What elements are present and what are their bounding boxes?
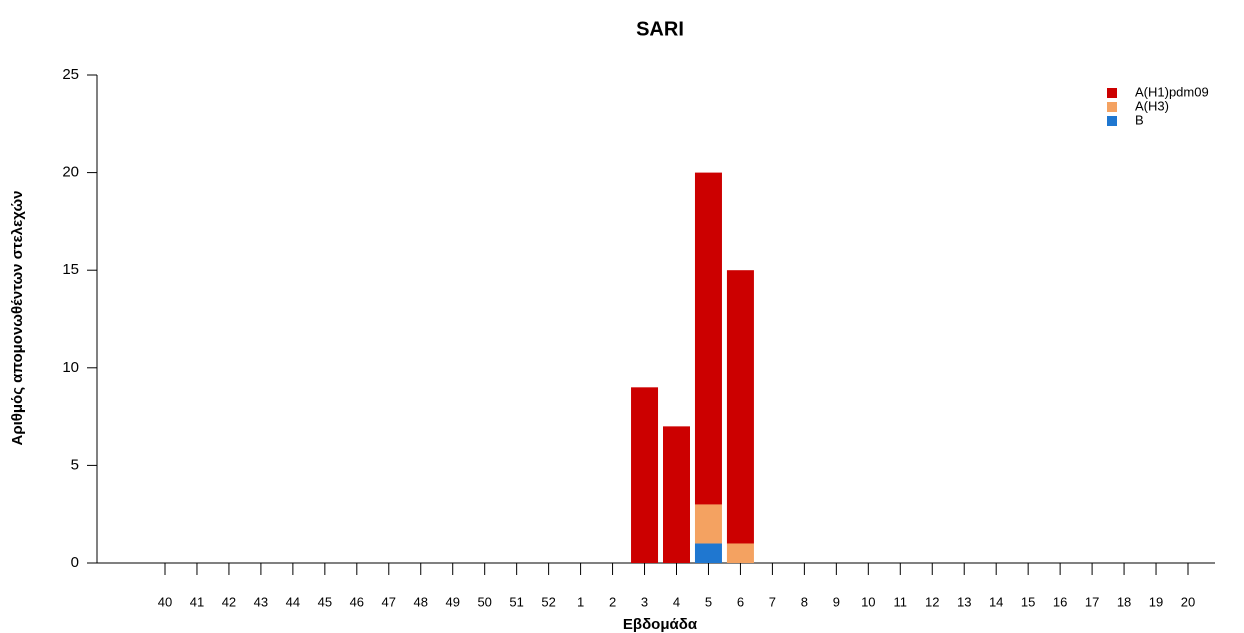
x-tick-label: 4 <box>673 594 680 609</box>
y-axis-label: Αριθμός απομονωθέντων στελεχών <box>9 190 26 445</box>
y-tick-label: 10 <box>62 359 79 376</box>
x-tick-label: 16 <box>1053 594 1067 609</box>
x-tick-label: 49 <box>445 594 459 609</box>
x-axis-label: Εβδομάδα <box>623 616 698 633</box>
x-tick-label: 42 <box>222 594 236 609</box>
y-tick-label: 20 <box>62 164 79 181</box>
y-tick-label: 25 <box>62 66 79 83</box>
x-tick-label: 40 <box>158 594 172 609</box>
x-tick-label: 13 <box>957 594 971 609</box>
x-tick-label: 3 <box>641 594 648 609</box>
bar-segment <box>631 387 659 563</box>
x-tick-label: 1 <box>577 594 584 609</box>
x-tick-label: 51 <box>509 594 523 609</box>
x-tick-label: 8 <box>801 594 808 609</box>
x-tick-label: 52 <box>541 594 555 609</box>
y-tick-label: 0 <box>71 554 79 571</box>
bar-segment <box>694 172 722 505</box>
x-tick-label: 48 <box>414 594 428 609</box>
x-tick-label: 10 <box>861 594 875 609</box>
legend-swatch <box>1107 116 1117 126</box>
x-tick-label: 17 <box>1085 594 1099 609</box>
x-tick-label: 47 <box>382 594 396 609</box>
x-tick-label: 14 <box>989 594 1003 609</box>
y-tick-label: 15 <box>62 261 79 278</box>
legend-swatch <box>1107 88 1117 98</box>
x-tick-label: 46 <box>350 594 364 609</box>
bar-segment <box>694 543 722 563</box>
legend-label: B <box>1135 112 1144 127</box>
legend-swatch <box>1107 102 1117 112</box>
legend-label: A(H3) <box>1135 98 1169 113</box>
x-tick-label: 15 <box>1021 594 1035 609</box>
legend-label: A(H1)pdm09 <box>1135 84 1209 99</box>
x-tick-label: 20 <box>1181 594 1195 609</box>
bar-segment <box>694 504 722 544</box>
x-tick-label: 45 <box>318 594 332 609</box>
x-tick-label: 41 <box>190 594 204 609</box>
bar-segment <box>726 543 754 563</box>
x-tick-label: 7 <box>769 594 776 609</box>
chart-title: SARI <box>636 18 684 40</box>
x-tick-label: 5 <box>705 594 712 609</box>
x-tick-label: 50 <box>477 594 491 609</box>
x-tick-label: 18 <box>1117 594 1131 609</box>
x-tick-label: 2 <box>609 594 616 609</box>
x-tick-label: 6 <box>737 594 744 609</box>
x-tick-label: 43 <box>254 594 268 609</box>
x-tick-label: 12 <box>925 594 939 609</box>
x-tick-label: 11 <box>894 594 908 609</box>
bar-segment <box>726 270 754 544</box>
bar-segment <box>663 426 690 563</box>
y-tick-label: 5 <box>71 456 79 473</box>
x-tick-label: 9 <box>833 594 840 609</box>
x-tick-label: 44 <box>286 594 300 609</box>
x-tick-label: 19 <box>1149 594 1163 609</box>
